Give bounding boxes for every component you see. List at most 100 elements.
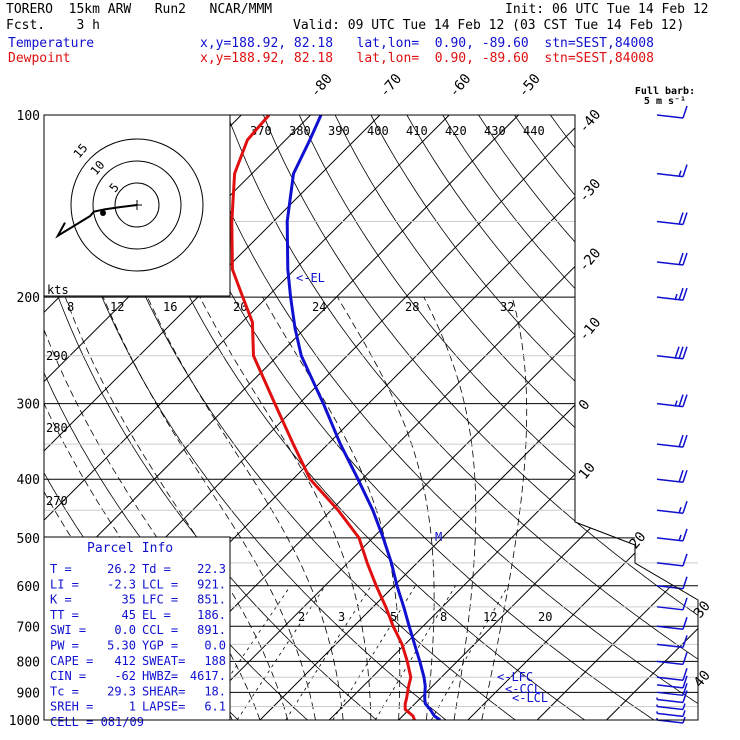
barb-legend-title: Full barb: [635, 86, 695, 97]
parcel-key: Td = [142, 562, 171, 576]
mixing-top-label: 24 [312, 300, 326, 314]
isotherm-line [44, 115, 519, 720]
wind-barb [656, 528, 688, 542]
mixing-top-label: 12 [110, 300, 124, 314]
mixing-ratio-labels: 8 12 16 20 24 28 322 3 5 8 12 20 [67, 300, 552, 624]
parcel-value: 18. [204, 684, 226, 698]
parcel-key: CELL = 081/09 [50, 715, 144, 729]
pressure-label: 100 [17, 109, 40, 124]
moist-adiabat-line [102, 296, 316, 720]
theta-top-label: 430 [484, 124, 506, 138]
parcel-key: K = [50, 593, 72, 607]
parcel-value: 26.2 [107, 562, 136, 576]
init-time: Init: 06 UTC Tue 14 Feb 12 [505, 2, 709, 17]
wind-barb [656, 500, 688, 514]
hodograph-ring [70, 138, 204, 272]
parcel-key: SREH = [50, 700, 93, 714]
parcel-key: EL = [142, 608, 171, 622]
theta-labels: 370 380 390 400 410 420 430 440 290 280 270 [46, 124, 545, 508]
wind-barb [656, 553, 688, 567]
mixing-bottom-label: 20 [538, 610, 552, 624]
moist-adiabat-line [44, 296, 261, 720]
level-markers: <-EL <-LFC<-CCL<-LCL M [296, 271, 548, 705]
mixing-bottom-label: 8 [440, 610, 447, 624]
dry-adiabat-line [370, 115, 698, 720]
theta-top-label: 410 [406, 124, 428, 138]
pressure-label: 600 [17, 580, 40, 595]
isotherm-label: -20 [576, 245, 605, 275]
pressure-label: 800 [17, 655, 40, 670]
mixing-ratio-lines [200, 585, 509, 720]
wind-barb [656, 287, 688, 301]
isotherm-label: -30 [576, 176, 605, 206]
isotherm-label: 30 [691, 598, 714, 621]
temperature-legend: Temperature [8, 36, 95, 51]
dry-adiabat-line [298, 115, 698, 720]
ccl-marker: <-CCL [505, 682, 541, 696]
parcel-key: CAPE = [50, 654, 93, 668]
pressure-label: 500 [17, 532, 40, 547]
mixing-top-label: 32 [500, 300, 514, 314]
moist-adiabat-line [262, 296, 401, 720]
mixing-ratio-line [332, 585, 416, 720]
wind-barb [656, 652, 688, 666]
parcel-key: TT = [50, 608, 79, 622]
dry-adiabat-line [155, 115, 655, 720]
wind-barb [656, 597, 688, 611]
m-marker: M [435, 530, 442, 544]
parcel-value: 35 [122, 593, 136, 607]
theta-top-label: 390 [328, 124, 350, 138]
lcl-marker: <-LCL [512, 691, 548, 705]
parcel-value: -62 [114, 669, 136, 683]
parcel-title: Parcel Info [87, 541, 173, 556]
el-marker: <-EL [296, 271, 325, 285]
hodograph-ring [92, 160, 182, 250]
pressure-labels: 100 200 300 400 500 600 700 800 900 1000 [9, 109, 40, 729]
parcel-value: 6.1 [204, 700, 226, 714]
wind-barb [656, 617, 688, 631]
forecast-hour: Fcst. 3 h [6, 18, 100, 33]
parcel-key: Tc = [50, 684, 79, 698]
theta-side-label: 290 [46, 349, 68, 363]
profile-series [230, 115, 442, 720]
isotherm-line [398, 115, 698, 720]
isotherm-label: -50 [515, 71, 544, 101]
isotherm-line [259, 115, 698, 720]
dewpoint-legend: Dewpoint [8, 51, 71, 66]
wind-barb [656, 683, 688, 697]
hodograph-ring [114, 182, 160, 228]
plot-frame [43, 114, 699, 721]
parcel-value: 22.3 [197, 562, 226, 576]
wind-barb [656, 434, 688, 448]
wind-barb [656, 105, 688, 119]
mixing-bottom-label: 2 [298, 610, 305, 624]
parcel-key: HWBZ= [142, 669, 178, 683]
parcel-key: CCL = [142, 623, 178, 637]
parcel-key: LAPSE= [142, 700, 185, 714]
isotherm-label: -40 [576, 107, 605, 137]
isotherm-label: -10 [576, 315, 605, 345]
theta-top-label: 370 [250, 124, 272, 138]
hodograph-unit: kts [47, 283, 69, 297]
isotherm-line [536, 115, 698, 720]
isotherm-label: 0 [576, 397, 594, 414]
pressure-label: 700 [17, 620, 40, 635]
parcel-value: 891. [197, 623, 226, 637]
parcel-key: LI = [50, 577, 79, 591]
theta-top-label: 420 [445, 124, 467, 138]
theta-side-label: 270 [46, 494, 68, 508]
model-title: TORERO 15km ARW Run2 NCAR/MMM [6, 2, 273, 17]
theta-top-label: 380 [289, 124, 311, 138]
parcel-value: 0.0 [204, 639, 226, 653]
parcel-key: YGP = [142, 639, 178, 653]
dewpoint-location: x,y=188.92, 82.18 lat,lon= 0.90, -89.60 … [200, 51, 654, 66]
parcel-value: -2.3 [107, 577, 136, 591]
isotherm-line [44, 115, 381, 720]
pressure-label: 300 [17, 398, 40, 413]
wind-barb [656, 394, 688, 408]
isotherm-label: 40 [691, 668, 714, 691]
parcel-value: 0.0 [114, 623, 136, 637]
dry-adiabat-line [693, 115, 698, 720]
parcel-key: LFC = [142, 593, 178, 607]
